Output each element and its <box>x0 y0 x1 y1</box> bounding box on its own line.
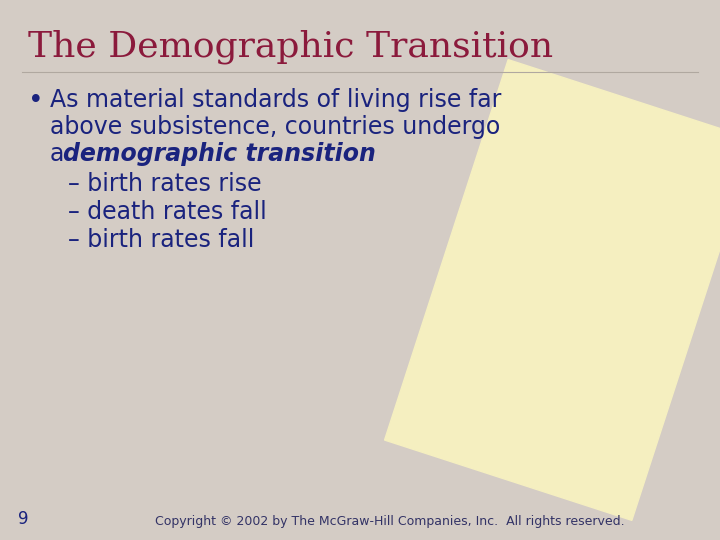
Text: – birth rates fall: – birth rates fall <box>68 228 254 252</box>
Text: demographic transition: demographic transition <box>63 142 376 166</box>
Text: above subsistence, countries undergo: above subsistence, countries undergo <box>50 115 500 139</box>
Polygon shape <box>384 59 720 521</box>
Text: 9: 9 <box>18 510 29 528</box>
Text: a: a <box>50 142 72 166</box>
Text: The Demographic Transition: The Demographic Transition <box>28 30 553 64</box>
Text: •: • <box>28 88 44 114</box>
Text: – death rates fall: – death rates fall <box>68 200 266 224</box>
Text: Copyright © 2002 by The McGraw-Hill Companies, Inc.  All rights reserved.: Copyright © 2002 by The McGraw-Hill Comp… <box>156 515 625 528</box>
Text: – birth rates rise: – birth rates rise <box>68 172 261 196</box>
Text: As material standards of living rise far: As material standards of living rise far <box>50 88 501 112</box>
